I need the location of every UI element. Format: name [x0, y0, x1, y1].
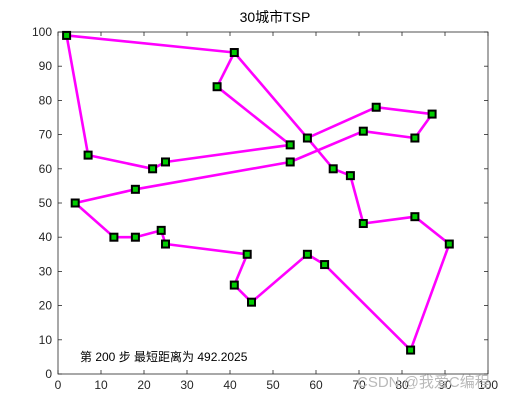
x-tick-label: 0 [55, 378, 62, 392]
y-tick-label: 20 [39, 299, 53, 313]
city-marker [320, 260, 330, 270]
y-tick-label: 0 [45, 367, 52, 381]
city-marker [302, 133, 312, 143]
x-tick-label: 80 [395, 378, 409, 392]
city-marker [130, 184, 140, 194]
city-marker [371, 102, 381, 112]
city-marker [70, 198, 80, 208]
x-tick-label: 50 [266, 378, 280, 392]
city-marker [285, 157, 295, 167]
watermark: CSDN @我爱C编程 [357, 374, 490, 391]
city-markers [62, 30, 454, 355]
x-axis: 0 10 20 30 40 50 60 70 80 90 100 [55, 32, 498, 392]
route-segment-1 [65, 34, 292, 171]
city-marker [410, 212, 420, 222]
city-marker [247, 297, 256, 307]
x-tick-label: 90 [438, 378, 452, 392]
y-tick-label: 70 [39, 128, 53, 142]
x-tick-label: 40 [223, 378, 237, 392]
city-marker [130, 232, 140, 242]
city-marker [427, 109, 437, 119]
y-tick-label: 10 [39, 333, 53, 347]
city-marker [148, 164, 158, 174]
y-tick-label: 100 [32, 25, 52, 39]
city-marker [161, 157, 170, 167]
city-marker [229, 48, 239, 58]
x-tick-label: 60 [309, 378, 323, 392]
x-tick-label: 10 [94, 378, 108, 392]
city-marker [285, 140, 295, 150]
city-marker [302, 249, 312, 259]
city-marker [212, 82, 222, 92]
plot-area [57, 31, 489, 375]
city-marker [156, 225, 166, 235]
y-axis: 0 10 20 30 40 50 60 70 80 90 100 [32, 25, 488, 381]
y-tick-label: 30 [39, 264, 53, 278]
city-marker [410, 133, 420, 143]
step-distance-annotation: 第 200 步 最短距离为 492.2025 [80, 349, 248, 364]
city-marker [161, 239, 170, 249]
city-marker [62, 30, 72, 40]
city-marker [345, 171, 355, 181]
y-tick-label: 60 [39, 162, 53, 176]
x-tick-label: 100 [478, 378, 498, 392]
city-marker [109, 232, 119, 242]
y-tick-label: 40 [39, 230, 53, 244]
chart-title: 30城市TSP [240, 9, 311, 25]
y-tick-label: 50 [39, 196, 53, 210]
x-tick-label: 70 [352, 378, 366, 392]
city-marker [406, 345, 416, 355]
x-tick-label: 30 [180, 378, 194, 392]
y-tick-label: 80 [39, 93, 53, 107]
city-marker [358, 126, 368, 136]
city-marker [444, 239, 454, 249]
y-tick-label: 90 [39, 59, 53, 73]
city-marker [242, 249, 252, 259]
city-marker [229, 280, 239, 290]
city-marker [358, 219, 368, 229]
city-marker [328, 164, 338, 174]
city-marker [83, 150, 93, 160]
x-tick-label: 20 [137, 378, 151, 392]
